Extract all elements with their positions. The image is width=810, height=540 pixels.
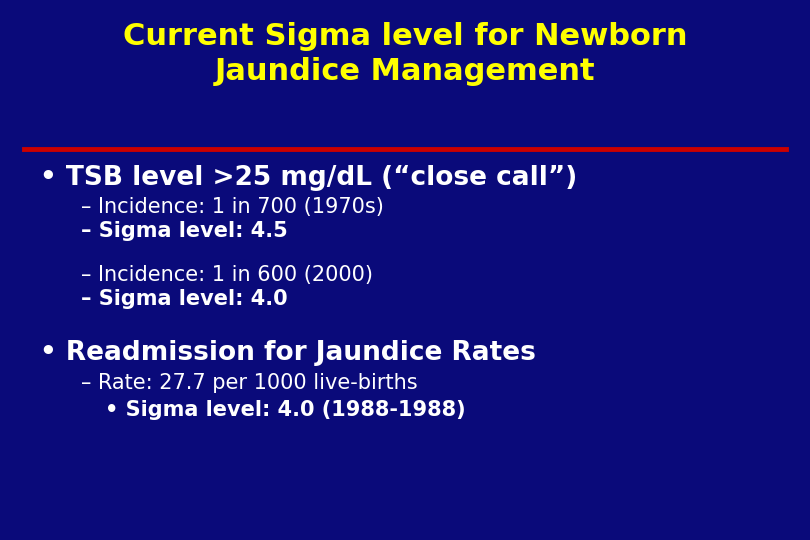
Text: • Readmission for Jaundice Rates: • Readmission for Jaundice Rates [40,340,536,366]
Text: • TSB level >25 mg/dL (“close call”): • TSB level >25 mg/dL (“close call”) [40,165,578,191]
Text: • Sigma level: 4.0 (1988-1988): • Sigma level: 4.0 (1988-1988) [105,400,466,420]
Text: – Incidence: 1 in 700 (1970s): – Incidence: 1 in 700 (1970s) [81,197,384,217]
Text: – Incidence: 1 in 600 (2000): – Incidence: 1 in 600 (2000) [81,265,373,285]
Text: Current Sigma level for Newborn
Jaundice Management: Current Sigma level for Newborn Jaundice… [123,22,687,86]
Text: – Rate: 27.7 per 1000 live-births: – Rate: 27.7 per 1000 live-births [81,373,418,393]
Text: – Sigma level: 4.5: – Sigma level: 4.5 [81,221,288,241]
Text: – Sigma level: 4.0: – Sigma level: 4.0 [81,289,288,309]
